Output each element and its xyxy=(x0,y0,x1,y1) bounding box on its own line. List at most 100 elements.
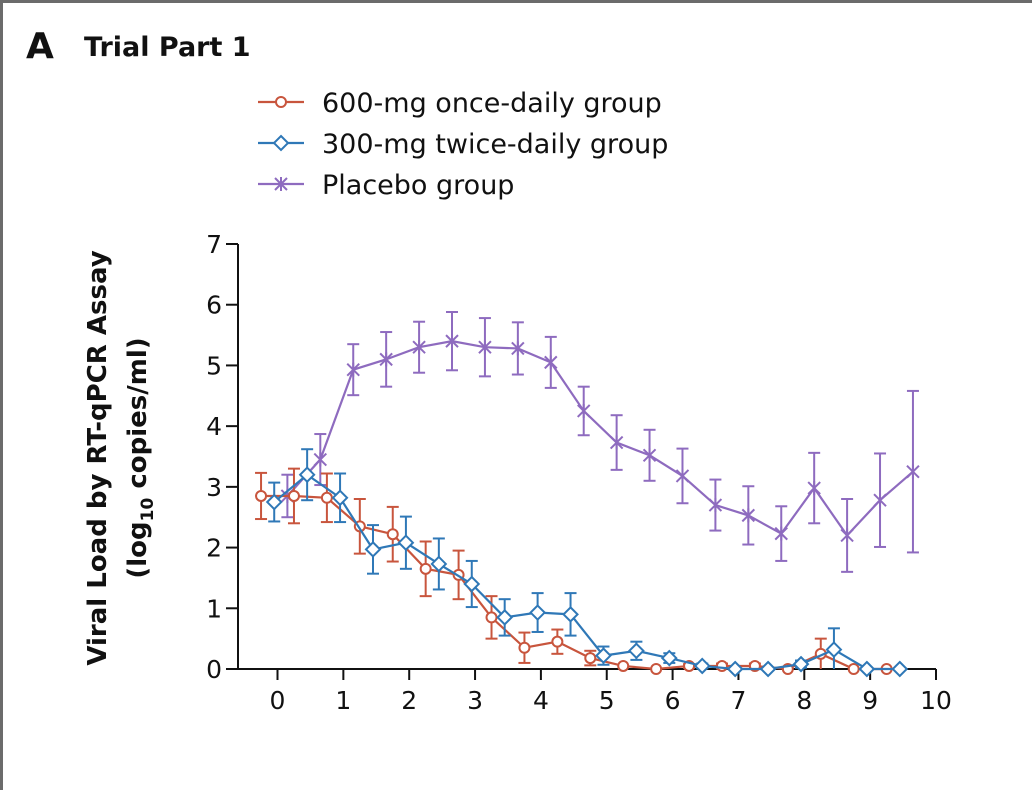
data-point-stroke xyxy=(741,508,756,523)
data-point xyxy=(397,534,415,552)
data-point-stroke xyxy=(445,334,459,349)
data-point xyxy=(741,508,756,523)
x-tick-label: 5 xyxy=(599,686,615,715)
data-point xyxy=(891,660,909,678)
y-axis-label-line1: Viral Load by RT-qPCR Assay xyxy=(83,250,113,665)
plot-area xyxy=(255,311,920,678)
legend-marker xyxy=(275,96,287,108)
series-0 xyxy=(255,467,893,675)
data-point xyxy=(265,493,283,511)
data-point xyxy=(364,540,382,558)
data-point-stroke xyxy=(511,341,525,356)
x-tick-label: 0 xyxy=(270,686,286,715)
x-tick-label: 4 xyxy=(533,686,549,715)
data-point xyxy=(792,655,810,673)
y-tick-label: 5 xyxy=(206,351,222,380)
data-point-stroke xyxy=(675,468,690,483)
x-tick-label: 3 xyxy=(467,686,483,715)
data-point xyxy=(485,611,498,624)
data-point-stroke xyxy=(807,481,821,496)
data-point xyxy=(463,575,481,593)
data-point xyxy=(544,355,558,370)
data-point xyxy=(759,660,777,678)
data-point xyxy=(609,435,624,450)
y-tick-label: 1 xyxy=(206,594,222,623)
data-point xyxy=(847,663,860,675)
legend: 600-mg once-daily group 300-mg twice-dail… xyxy=(258,88,668,201)
data-point-stroke xyxy=(840,528,854,543)
x-tick-label: 7 xyxy=(730,686,746,715)
legend-item: Placebo group xyxy=(258,170,514,201)
legend-marker xyxy=(274,177,288,191)
data-point xyxy=(430,555,448,573)
data-point xyxy=(419,562,432,575)
data-point xyxy=(726,660,744,678)
y-tick-label: 0 xyxy=(206,655,222,684)
x-tick-label: 6 xyxy=(665,686,681,715)
data-point-stroke xyxy=(412,340,426,355)
data-point xyxy=(693,657,711,675)
data-point xyxy=(617,659,630,672)
data-point-stroke xyxy=(642,448,657,463)
data-point xyxy=(660,649,678,667)
data-point-stroke xyxy=(478,340,492,355)
data-point-stroke xyxy=(609,435,624,450)
legend-item: 300-mg twice-daily group xyxy=(258,129,668,160)
series-line xyxy=(273,473,900,671)
data-point xyxy=(551,635,564,648)
x-tick-label: 2 xyxy=(401,686,417,715)
data-point xyxy=(287,489,300,502)
x-tick-label: 8 xyxy=(796,686,812,715)
legend-label: 300-mg twice-daily group xyxy=(322,129,668,160)
data-point xyxy=(496,608,514,626)
data-point xyxy=(708,498,723,513)
y-tick-label: 2 xyxy=(206,534,222,563)
data-point xyxy=(715,659,728,672)
data-point xyxy=(478,340,492,355)
data-point xyxy=(906,464,920,479)
data-point xyxy=(873,493,887,508)
y-axis-label-line2-pre: (log xyxy=(123,521,153,578)
y-axis-label-line2-sub: 10 xyxy=(138,498,158,522)
data-point-stroke xyxy=(873,493,887,508)
data-point xyxy=(562,605,579,623)
y-axis-label-line2: (log10 copies/ml) xyxy=(123,337,158,578)
data-point xyxy=(255,489,268,502)
data-point xyxy=(445,334,459,349)
y-tick-label: 4 xyxy=(206,412,222,441)
y-axis-label-line2-post: copies/ml) xyxy=(123,337,153,497)
data-point xyxy=(518,641,531,654)
axes: 0 1 2 3 4 5 6 7 0 1 2 3 4 5 6 7 8 9 10 xyxy=(206,230,952,715)
data-point xyxy=(320,491,333,504)
data-point xyxy=(825,641,843,658)
data-point xyxy=(298,466,316,484)
x-tick-label: 9 xyxy=(862,686,878,715)
x-tick-label: 10 xyxy=(920,686,952,715)
data-point xyxy=(346,362,360,377)
series-2 xyxy=(280,311,920,573)
y-tick-label: 7 xyxy=(206,230,222,259)
data-point xyxy=(675,468,690,483)
data-point xyxy=(774,526,788,541)
data-point xyxy=(577,403,591,418)
legend-item: 600-mg once-daily group xyxy=(258,88,662,119)
data-point xyxy=(313,452,328,467)
y-tick-label: 3 xyxy=(206,473,222,502)
data-point xyxy=(511,341,525,356)
data-point xyxy=(595,647,612,665)
legend-label: Placebo group xyxy=(322,170,514,201)
legend-label: 600-mg once-daily group xyxy=(322,88,662,119)
data-point-stroke xyxy=(313,452,328,467)
panel-title: Trial Part 1 xyxy=(84,32,251,63)
data-point xyxy=(412,340,426,355)
data-point xyxy=(331,489,349,507)
panel-letter: A xyxy=(26,26,54,67)
data-point xyxy=(650,663,663,675)
legend-marker xyxy=(272,134,290,152)
series-1 xyxy=(265,448,909,678)
x-tick-label: 1 xyxy=(335,686,351,715)
data-point-stroke xyxy=(346,362,360,377)
data-point-stroke xyxy=(774,526,788,541)
